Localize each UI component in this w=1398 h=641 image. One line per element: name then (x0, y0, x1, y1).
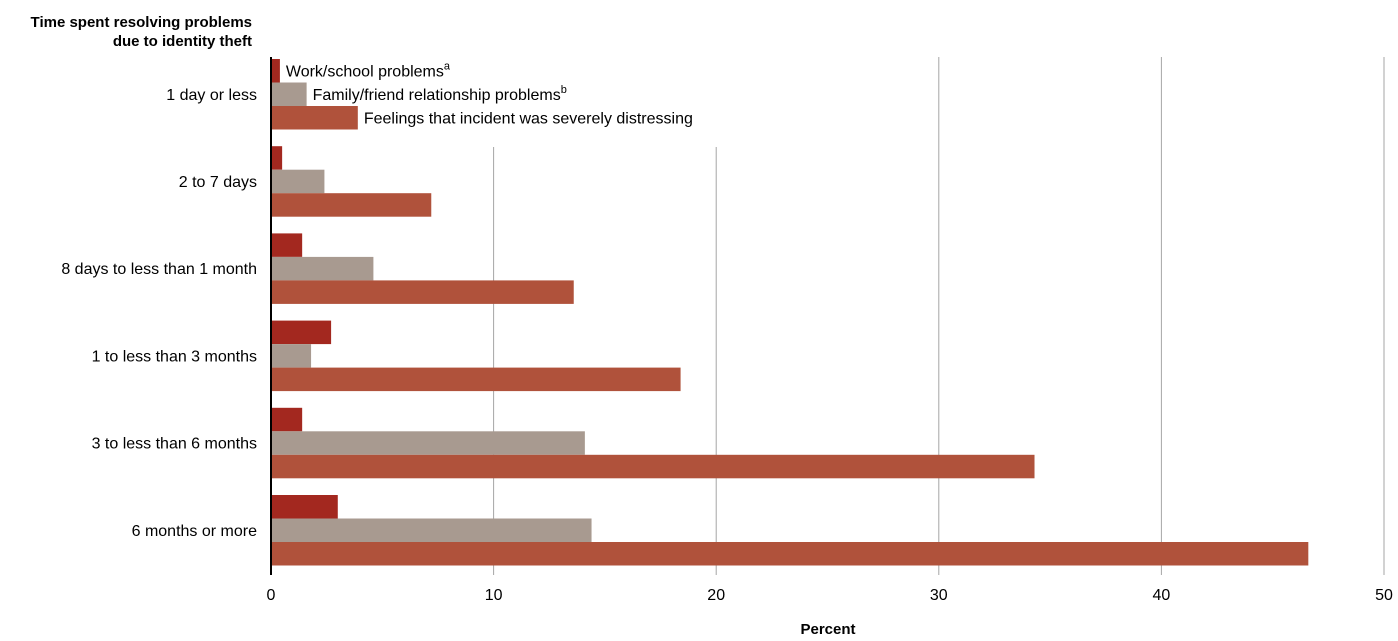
bar (271, 542, 1309, 566)
bar (271, 518, 592, 542)
x-tick-label: 50 (1375, 587, 1393, 604)
legend-label: Work/school problemsa (286, 60, 451, 80)
bar (271, 169, 325, 194)
bar (271, 233, 303, 257)
bar (271, 344, 312, 368)
y-axis-title-line1: Time spent resolving problems (31, 14, 252, 31)
category-label: 6 months or more (132, 523, 257, 540)
bar (271, 106, 358, 130)
x-axis-title: Percent (800, 621, 855, 638)
bar (271, 320, 332, 345)
category-label: 3 to less than 6 months (92, 436, 257, 453)
bar (271, 367, 681, 392)
x-tick-label: 20 (707, 587, 725, 604)
category-label: 1 day or less (166, 87, 257, 104)
x-tick-label: 10 (485, 587, 503, 604)
y-axis-title-line2: due to identity theft (113, 33, 252, 50)
legend-label: Feelings that incident was severely dist… (364, 110, 693, 127)
category-label: 2 to 7 days (179, 174, 257, 191)
x-tick-label: 30 (930, 587, 948, 604)
bar (271, 256, 374, 281)
category-labels: 1 day or less 2 to 7 days 8 days to less t… (61, 87, 257, 540)
bar (271, 59, 280, 83)
bar (271, 280, 574, 304)
legend-label: Family/friend relationship problemsb (313, 84, 567, 104)
gridlines (493, 57, 1385, 575)
bar (271, 82, 307, 106)
bars (271, 59, 1309, 566)
bar (271, 146, 283, 170)
bar (271, 495, 338, 519)
x-tick-label: 0 (267, 587, 276, 604)
bar (271, 431, 585, 455)
legend: Work/school problemsa Family/friend relat… (286, 60, 693, 127)
x-tick-labels: 0 10 20 30 40 50 (267, 587, 1393, 604)
bar (271, 454, 1035, 479)
bar (271, 193, 432, 217)
category-label: 1 to less than 3 months (92, 348, 257, 365)
category-label: 8 days to less than 1 month (61, 261, 257, 278)
bar (271, 407, 303, 432)
x-tick-label: 40 (1153, 587, 1171, 604)
